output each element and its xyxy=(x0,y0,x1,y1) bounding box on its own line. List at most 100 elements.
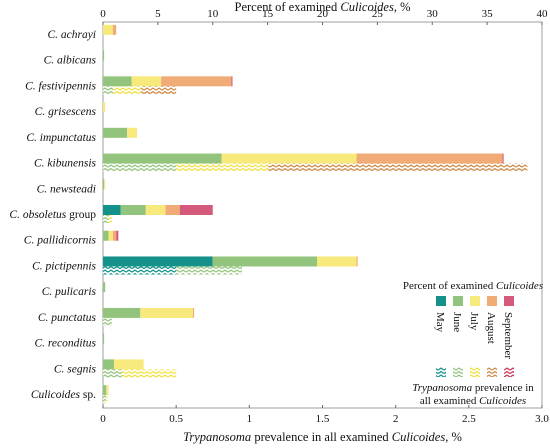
legend-bottom-line1: Trypanosoma prevalence in xyxy=(412,382,534,394)
prevalence-bar-may xyxy=(103,266,177,275)
percent-bar-july xyxy=(145,205,166,215)
species-label: C. impunctatus xyxy=(26,132,96,144)
prevalence-bar-june xyxy=(103,369,123,378)
species-label: C. newsteadi xyxy=(37,183,96,195)
percent-bar-august xyxy=(356,256,358,267)
percent-bar-july xyxy=(106,385,109,396)
species-label: C. obsoletus group xyxy=(9,209,96,221)
top-tick-label: 10 xyxy=(207,8,219,20)
bottom-axis-title: Trypanosoma prevalence in all examined C… xyxy=(183,430,462,444)
species-label: C. festivipennis xyxy=(25,80,96,92)
percent-bar-june xyxy=(103,333,105,344)
bottom-tick-label: 0.5 xyxy=(169,413,183,425)
species-label: C. grisescens xyxy=(35,106,97,118)
bottom-tick-label: 1.5 xyxy=(316,413,330,425)
prevalence-bar-july xyxy=(113,86,142,95)
prevalence-bar-june xyxy=(103,163,177,172)
percent-bar-july xyxy=(113,359,144,370)
legend-month-label: July xyxy=(468,312,480,331)
species-label: C. reconditus xyxy=(34,338,96,350)
legend-swatch-may xyxy=(436,296,446,306)
species-labels: C. achrayi C. albicans C. festivipennis C. … xyxy=(9,29,96,401)
species-label: C. achrayi xyxy=(47,29,96,41)
top-tick-label: 0 xyxy=(100,8,106,20)
percent-bar-september xyxy=(231,76,233,87)
prevalence-bar-july xyxy=(105,395,108,404)
percent-bar-july xyxy=(127,127,138,138)
prevalence-bar-june xyxy=(103,215,109,223)
legend-swatch-july xyxy=(470,296,480,306)
top-tick-label: 30 xyxy=(427,8,439,20)
percent-bar-june xyxy=(212,256,318,267)
species-label: C. pulicaris xyxy=(42,286,97,298)
bars xyxy=(103,24,528,404)
percent-bar-june xyxy=(103,76,132,87)
legend-pattern-july xyxy=(470,367,480,377)
legend-swatch-september xyxy=(504,296,514,306)
percent-bar-july xyxy=(108,230,113,241)
percent-bar-june xyxy=(103,359,114,370)
legend-month-label: May xyxy=(434,312,446,333)
percent-bar-june xyxy=(103,153,222,164)
legend-pattern-june xyxy=(453,367,463,377)
percent-bar-august xyxy=(112,230,117,241)
prevalence-bar-july xyxy=(108,215,112,223)
top-tick-label: 20 xyxy=(317,8,329,20)
prevalence-bar-august xyxy=(141,86,177,95)
percent-bar-september xyxy=(179,205,213,215)
percent-bar-august xyxy=(161,76,232,87)
prevalence-bar-june xyxy=(103,317,112,326)
species-label: C. pallidicornis xyxy=(24,235,97,247)
axes: 0 5 10 15 20 25 30 35 40 0 0.5 1 1.5 2 2.5 3.0 xyxy=(100,8,549,425)
species-label: C. albicans xyxy=(44,55,97,67)
percent-bar-june xyxy=(103,307,141,318)
legend-pattern-august xyxy=(487,367,497,377)
percent-bar-august xyxy=(356,153,503,164)
percent-bar-july xyxy=(221,153,357,164)
percent-bar-july xyxy=(104,179,106,190)
axis-titles: Percent of examined Culicoides, % Trypano… xyxy=(183,0,462,444)
top-tick-label: 35 xyxy=(482,8,494,20)
legend-swatch-june xyxy=(453,296,463,306)
percent-bar-july xyxy=(317,256,357,267)
percent-bar-august xyxy=(192,307,195,318)
species-label: Culicoides sp. xyxy=(31,389,96,401)
percent-bar-july xyxy=(131,76,162,87)
bottom-tick-label: 2.5 xyxy=(462,413,476,425)
top-axis-title: Percent of examined Culicoides, % xyxy=(235,0,411,14)
legend-bottom-line2: all examined Culicoides xyxy=(420,395,526,407)
top-tick-label: 40 xyxy=(537,8,549,20)
species-label: C. segnis xyxy=(54,363,97,375)
prevalence-bar-july xyxy=(122,369,177,378)
prevalence-bar-june xyxy=(103,395,106,404)
percent-bar-june xyxy=(103,282,106,293)
percent-bar-june xyxy=(120,205,146,215)
percent-bar-june xyxy=(103,50,105,61)
bottom-tick-label: 1 xyxy=(247,413,253,425)
legend-month-label: June xyxy=(451,312,463,332)
species-label: C. punctatus xyxy=(38,312,97,324)
top-tick-label: 5 xyxy=(155,8,161,20)
percent-bar-june xyxy=(103,230,109,241)
species-label: C. kibunensis xyxy=(34,158,96,170)
legend-pattern-september xyxy=(504,367,514,377)
bottom-tick-label: 3.0 xyxy=(535,413,549,425)
legend-pattern-may xyxy=(436,367,446,377)
legend-month-label: September xyxy=(502,312,514,359)
percent-bar-june xyxy=(103,385,107,396)
percent-bar-august xyxy=(112,24,117,35)
percent-bar-july xyxy=(140,307,193,318)
percent-bar-may xyxy=(103,205,121,215)
percent-bar-june xyxy=(103,127,128,138)
prevalence-bar-august xyxy=(268,163,528,172)
species-label: C. pictipennis xyxy=(32,260,96,272)
percent-bar-july xyxy=(103,24,113,35)
bottom-tick-label: 2 xyxy=(393,413,399,425)
prevalence-bar-june xyxy=(176,266,243,275)
percent-bar-september xyxy=(502,153,504,164)
percent-bar-june xyxy=(103,179,105,190)
percent-bar-september xyxy=(116,230,119,241)
prevalence-bar-july xyxy=(176,163,269,172)
legend-title: Percent of examined Culicoides xyxy=(403,280,543,292)
